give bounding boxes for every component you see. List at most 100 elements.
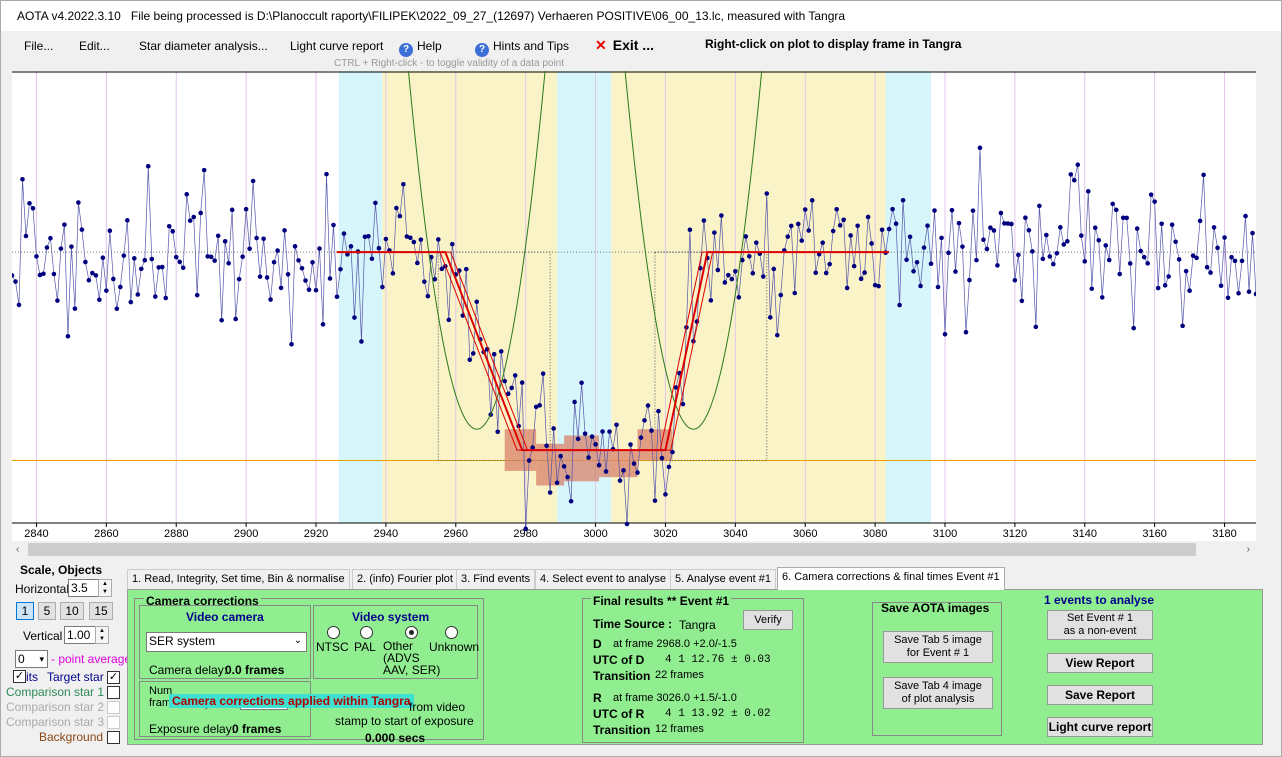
background-checkbox[interactable]: [107, 731, 120, 744]
set-non-event-button[interactable]: Set Event # 1 as a non-event: [1047, 610, 1153, 640]
data-point: [341, 231, 347, 236]
data-point: [41, 271, 46, 277]
horizontal-scrollbar[interactable]: ‹ ›: [12, 541, 1256, 558]
data-point: [820, 240, 825, 246]
data-point: [58, 246, 64, 251]
frames-integrated-prefix: Num: [149, 685, 173, 697]
data-point: [313, 287, 319, 293]
horizontal-spinner[interactable]: ▲ ▼: [98, 579, 112, 597]
data-point: [914, 259, 920, 265]
data-point: [719, 213, 724, 218]
data-point: [495, 429, 501, 435]
data-point: [205, 254, 210, 259]
data-point: [547, 490, 553, 495]
data-point: [1117, 271, 1123, 277]
zoom-button-15[interactable]: 15: [89, 602, 113, 620]
data-point: [754, 240, 759, 245]
target-star-checkbox[interactable]: ✓: [107, 671, 120, 684]
menu-edit[interactable]: Edit...: [79, 39, 110, 53]
horizontal-scale-input[interactable]: 3.5: [68, 579, 100, 597]
data-point: [37, 272, 43, 278]
data-point: [1232, 258, 1238, 264]
save-report-button[interactable]: Save Report: [1047, 685, 1153, 705]
data-point: [278, 285, 284, 291]
menu-help[interactable]: ? Help: [399, 39, 442, 57]
data-point: [1187, 288, 1192, 293]
radio-pal[interactable]: [360, 626, 373, 639]
tab-find-events[interactable]: 3. Find events: [456, 569, 536, 589]
radio-unknown[interactable]: [445, 626, 458, 639]
tab-read-integrity[interactable]: 1. Read, Integrity, Set time, Bin & norm…: [127, 569, 350, 589]
data-point: [743, 234, 749, 239]
menu-light-curve-report[interactable]: Light curve report: [290, 39, 384, 53]
data-point: [921, 245, 927, 250]
x-tick-label: 2860: [94, 528, 118, 540]
data-point: [764, 191, 770, 196]
view-report-button[interactable]: View Report: [1047, 653, 1153, 673]
tab-fourier-plot[interactable]: 2. (info) Fourier plot: [352, 569, 458, 589]
data-point: [1009, 221, 1014, 227]
menu-hints[interactable]: ? Hints and Tips: [475, 39, 569, 57]
model-curve-lower: [336, 251, 890, 451]
radio-unknown-label: Unknown: [429, 640, 480, 654]
final-results-title: Final results ** Event #1: [591, 594, 732, 608]
data-point: [530, 445, 535, 450]
tab-select-event[interactable]: 4. Select event to analyse: [535, 569, 671, 589]
data-point: [1082, 259, 1088, 264]
light-curve-report-button[interactable]: Light curve report: [1047, 717, 1153, 737]
menu-file[interactable]: File...: [24, 39, 54, 53]
data-point: [1071, 177, 1077, 183]
menu-bar: File... Edit... Star diameter analysis..…: [1, 31, 1281, 69]
data-point: [1250, 230, 1255, 236]
target-star-plot-checkbox[interactable]: ✓: [13, 670, 26, 683]
final-results-group: Final results ** Event #1 Time Source : …: [582, 594, 804, 743]
data-point: [390, 271, 396, 276]
save-tab5-button[interactable]: Save Tab 5 image for Event # 1: [883, 631, 993, 663]
help-icon: ?: [399, 43, 413, 57]
verify-button[interactable]: Verify: [743, 610, 793, 630]
zoom-button-10[interactable]: 10: [60, 602, 84, 620]
data-point: [1229, 254, 1234, 260]
data-point: [977, 145, 983, 151]
light-curve-plot[interactable]: 2840 2860 2880 2900 2920 2940 2960 2980 3000 3020…: [12, 71, 1256, 541]
scroll-thumb[interactable]: [28, 543, 1196, 556]
radio-ntsc[interactable]: [327, 626, 340, 639]
zoom-button-5[interactable]: 5: [38, 602, 56, 620]
data-point: [138, 266, 144, 272]
data-point: [558, 453, 563, 459]
scroll-left-arrow-icon[interactable]: ‹: [16, 544, 20, 555]
utc-r-label: UTC of R: [593, 707, 645, 721]
comparison-star-3-checkbox: [107, 716, 120, 729]
data-point: [163, 295, 169, 301]
data-point: [953, 269, 958, 274]
data-point: [1019, 298, 1025, 304]
vertical-scale-input[interactable]: 1.00: [64, 626, 96, 644]
save-tab4-button[interactable]: Save Tab 4 image of plot analysis: [883, 677, 993, 709]
data-point: [893, 221, 899, 227]
data-point: [418, 237, 424, 242]
camera-select[interactable]: SER system ⌄: [146, 632, 307, 652]
light-curve-svg[interactable]: 2840 2860 2880 2900 2920 2940 2960 2980 3000 3020…: [12, 71, 1256, 541]
data-point: [834, 206, 839, 212]
data-point: [925, 223, 930, 229]
data-point: [659, 455, 665, 461]
scroll-right-arrow-icon[interactable]: ›: [1246, 544, 1250, 555]
data-point: [27, 200, 32, 206]
point-average-select[interactable]: 0 ▾: [15, 650, 48, 668]
tab-camera-corrections[interactable]: 6. Camera corrections & final times Even…: [777, 567, 1005, 590]
vertical-spinner[interactable]: ▲ ▼: [95, 626, 109, 644]
menu-exit[interactable]: ✕ Exit ...: [595, 37, 654, 54]
data-point: [16, 302, 22, 308]
data-point: [603, 469, 609, 474]
comparison-star-1-checkbox[interactable]: [107, 686, 120, 699]
data-point: [383, 236, 389, 242]
baseline-cyan-band-right: [885, 71, 932, 523]
data-point: [1208, 270, 1213, 275]
radio-other[interactable]: [405, 626, 418, 639]
tab-analyse-event[interactable]: 5. Analyse event #1: [670, 569, 777, 589]
data-point: [1218, 283, 1224, 289]
data-point: [240, 254, 245, 260]
zoom-button-1[interactable]: 1: [16, 602, 34, 620]
menu-star-diameter[interactable]: Star diameter analysis...: [139, 39, 268, 53]
data-point: [551, 426, 556, 431]
